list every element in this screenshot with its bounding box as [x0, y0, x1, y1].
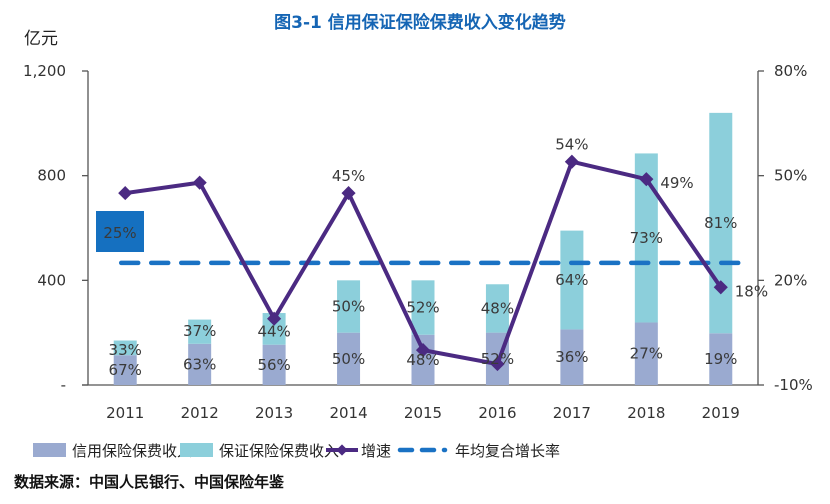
growth-rate-label: 49%: [660, 174, 693, 192]
bar-guarantee-insurance: [262, 313, 286, 345]
bar-credit-insurance: [411, 334, 435, 385]
credit-share-label: 48%: [406, 351, 439, 369]
guarantee-share-label: 81%: [704, 214, 737, 232]
credit-share-label: 67%: [109, 361, 142, 379]
legend-label-growth: 增速: [361, 442, 391, 460]
bar-credit-insurance: [337, 332, 361, 385]
growth-rate-marker: [564, 154, 579, 169]
guarantee-share-label: 50%: [332, 298, 365, 316]
legend-label-credit: 信用保险保费收入: [72, 442, 192, 460]
growth-rate-label: 45%: [332, 167, 365, 185]
legend-marker-growth: [336, 444, 348, 456]
bar-credit-insurance: [634, 322, 658, 385]
x-tick-label: 2014: [329, 404, 367, 422]
cagr-label: 25%: [103, 224, 136, 242]
cagr-label-box: [96, 211, 144, 252]
y-left-tick-label: 800: [37, 167, 66, 185]
bar-credit-insurance: [113, 355, 137, 385]
growth-rate-marker: [267, 311, 282, 326]
bar-credit-insurance: [188, 343, 212, 385]
legend-label-cagr: 年均复合增长率: [455, 442, 560, 460]
credit-share-label: 52%: [481, 350, 514, 368]
y-left-tick-label: -: [61, 376, 66, 394]
x-tick-label: 2019: [702, 404, 740, 422]
bar-guarantee-insurance: [337, 280, 361, 333]
guarantee-share-label: 37%: [183, 322, 216, 340]
y-right-tick-label: 20%: [774, 271, 807, 289]
legend-swatch-credit: [33, 443, 66, 457]
growth-rate-marker: [341, 186, 356, 201]
bar-guarantee-insurance: [113, 340, 137, 356]
bar-guarantee-insurance: [188, 319, 212, 344]
data-source: 数据来源：中国人民银行、中国保险年鉴: [14, 473, 285, 491]
bar-guarantee-insurance: [411, 280, 435, 335]
bar-guarantee-insurance: [634, 153, 658, 323]
guarantee-share-label: 73%: [630, 229, 663, 247]
x-tick-label: 2011: [106, 404, 144, 422]
legend-label-guarantee: 保证保险保费收入: [219, 442, 339, 460]
x-tick-label: 2016: [478, 404, 516, 422]
credit-share-label: 36%: [555, 348, 588, 366]
guarantee-share-label: 64%: [555, 271, 588, 289]
credit-share-label: 27%: [630, 345, 663, 363]
x-tick-label: 2018: [627, 404, 665, 422]
y-left-tick-label: 1,200: [23, 62, 66, 80]
credit-share-label: 63%: [183, 355, 216, 373]
y-right-tick-label: -10%: [774, 376, 813, 394]
growth-rate-marker: [639, 172, 654, 187]
guarantee-share-label: 44%: [257, 323, 290, 341]
growth-rate-marker: [192, 175, 207, 190]
guarantee-share-label: 33%: [109, 341, 142, 359]
chart-title: 图3-1 信用保证保险保费收入变化趋势: [274, 12, 566, 33]
bar-guarantee-insurance: [560, 230, 584, 330]
legend-swatch-guarantee: [180, 443, 213, 457]
x-tick-label: 2015: [404, 404, 442, 422]
growth-rate-marker: [713, 280, 728, 295]
x-tick-label: 2013: [255, 404, 293, 422]
growth-rate-marker: [118, 186, 133, 201]
bar-credit-insurance: [709, 333, 733, 385]
credit-share-label: 50%: [332, 350, 365, 368]
y-axis-unit-label: 亿元: [24, 29, 58, 49]
bar-credit-insurance: [560, 329, 584, 385]
growth-rate-marker: [415, 343, 431, 358]
bar-guarantee-insurance: [485, 284, 509, 333]
x-tick-label: 2012: [181, 404, 219, 422]
credit-share-label: 56%: [257, 356, 290, 374]
growth-rate-label: 54%: [555, 136, 588, 154]
growth-rate-marker: [490, 356, 505, 372]
y-right-tick-label: 50%: [774, 167, 807, 185]
bar-credit-insurance: [262, 344, 286, 385]
y-right-tick-label: 80%: [774, 62, 807, 80]
credit-share-label: 19%: [704, 350, 737, 368]
guarantee-share-label: 52%: [406, 299, 439, 317]
x-tick-label: 2017: [553, 404, 591, 422]
y-left-tick-label: 400: [37, 271, 66, 289]
guarantee-share-label: 48%: [481, 299, 514, 317]
growth-rate-label: 18%: [735, 282, 768, 300]
